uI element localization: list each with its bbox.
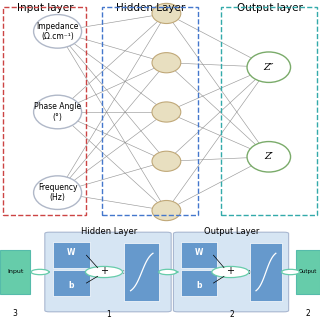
Circle shape <box>152 151 181 172</box>
Circle shape <box>34 176 82 209</box>
Circle shape <box>152 53 181 73</box>
Circle shape <box>247 52 291 83</box>
Text: W: W <box>195 248 203 257</box>
FancyBboxPatch shape <box>53 270 90 296</box>
Circle shape <box>159 269 177 275</box>
Text: Phase Angle
(°): Phase Angle (°) <box>34 102 81 122</box>
Text: Output Layer: Output Layer <box>204 227 260 236</box>
Text: Frequency
(Hz): Frequency (Hz) <box>38 183 77 202</box>
FancyBboxPatch shape <box>173 232 289 312</box>
FancyBboxPatch shape <box>45 232 171 312</box>
Bar <box>221 7 317 215</box>
FancyBboxPatch shape <box>181 270 217 296</box>
Text: 2: 2 <box>230 310 234 319</box>
Text: W: W <box>67 248 76 257</box>
FancyBboxPatch shape <box>296 250 320 294</box>
Circle shape <box>152 3 181 23</box>
Circle shape <box>85 267 123 277</box>
Text: 1: 1 <box>107 310 111 319</box>
Circle shape <box>34 95 82 129</box>
Text: b: b <box>196 281 202 290</box>
Bar <box>102 7 198 215</box>
Circle shape <box>152 102 181 122</box>
Circle shape <box>31 269 49 275</box>
FancyBboxPatch shape <box>0 250 30 294</box>
Circle shape <box>212 267 249 277</box>
Text: 3: 3 <box>13 309 18 318</box>
Text: Input layer: Input layer <box>17 3 73 13</box>
Text: b: b <box>68 281 74 290</box>
FancyBboxPatch shape <box>53 242 90 268</box>
FancyBboxPatch shape <box>250 243 282 301</box>
Text: Z″: Z″ <box>264 63 274 72</box>
Text: Hidden Layer: Hidden Layer <box>116 3 185 13</box>
FancyBboxPatch shape <box>181 242 217 268</box>
Text: 2: 2 <box>306 309 311 318</box>
Text: Output: Output <box>299 269 317 275</box>
Bar <box>3 7 86 215</box>
Circle shape <box>282 269 300 275</box>
Text: +: + <box>227 266 234 276</box>
Text: Output layer: Output layer <box>237 3 303 13</box>
Text: Impedance
(Ω.cm⁻¹): Impedance (Ω.cm⁻¹) <box>36 22 79 41</box>
Circle shape <box>247 141 291 172</box>
Circle shape <box>152 200 181 221</box>
Text: Z′: Z′ <box>264 152 273 161</box>
Text: Input: Input <box>7 269 23 275</box>
FancyBboxPatch shape <box>124 243 159 301</box>
Circle shape <box>34 14 82 48</box>
Text: +: + <box>100 266 108 276</box>
Text: Hidden Layer: Hidden Layer <box>81 227 137 236</box>
